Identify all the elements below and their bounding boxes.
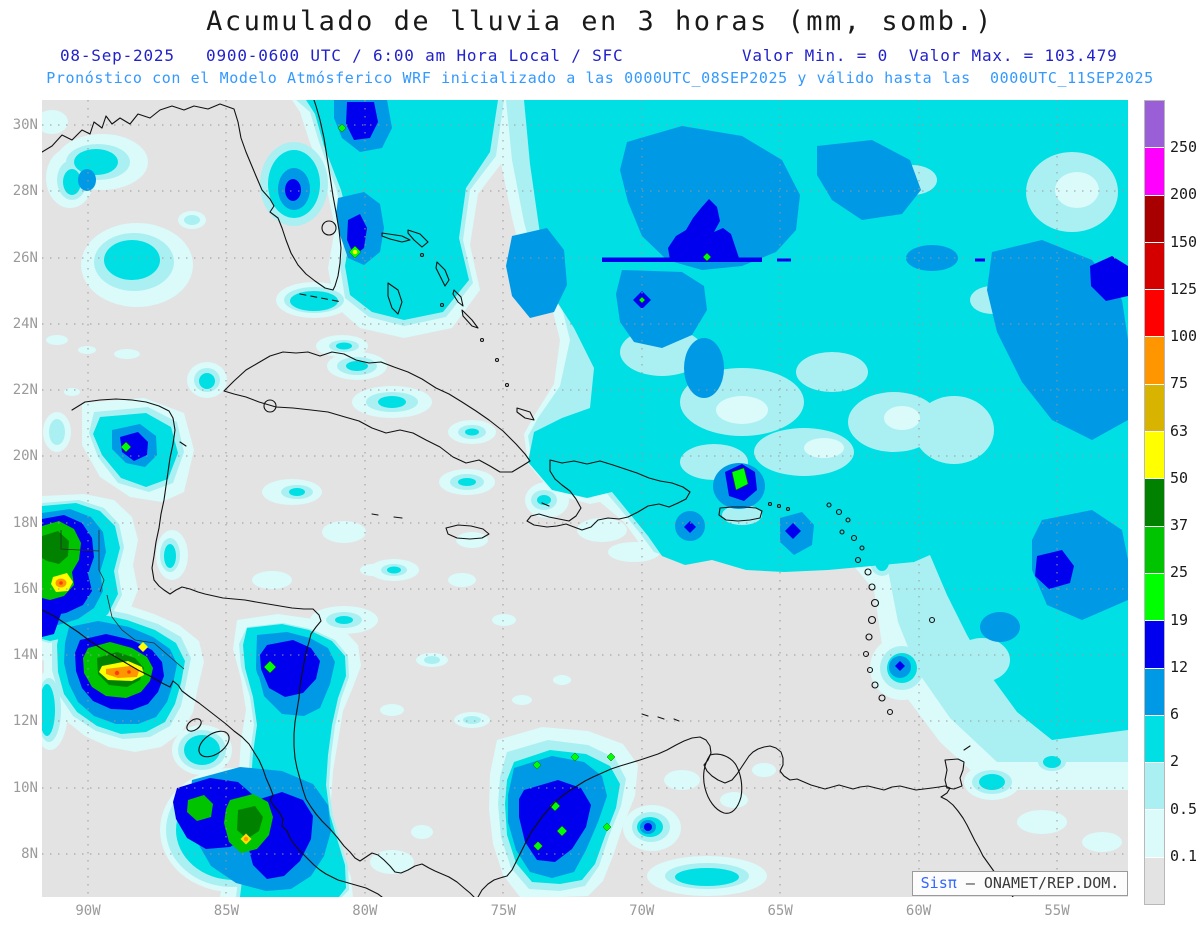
colorbar-segment: [1145, 621, 1164, 669]
lat-tick-label: 24N: [12, 315, 38, 332]
lon-tick-label: 75W: [490, 903, 516, 919]
rain-extreme-layer: [51, 573, 252, 845]
colorbar-tick-label: 63: [1170, 421, 1189, 440]
lat-tick-label: 20N: [12, 448, 38, 465]
colorbar-tick-label: 0.5: [1170, 799, 1198, 818]
lon-tick-label: 85W: [213, 903, 240, 919]
attribution-text: – ONAMET/REP.DOM.: [965, 874, 1120, 892]
colorbar-segment: [1145, 101, 1164, 149]
minmax-text: Valor Min. = 0 Valor Max. = 103.479: [742, 46, 1118, 65]
rain-max-marker-cores: [352, 249, 358, 255]
colorbar-segment: [1145, 763, 1164, 811]
rain-max-markers: [120, 123, 749, 851]
colorbar-tick-label: 37: [1170, 516, 1189, 535]
rain-trace-inner-patches: [716, 172, 1099, 458]
lon-tick-label: 60W: [905, 903, 932, 919]
lon-tick-label: 80W: [352, 903, 378, 919]
colorbar-segment: [1145, 195, 1164, 243]
colorbar-segment: [1145, 242, 1164, 291]
colorbar-segment: [1145, 290, 1164, 338]
attribution-org: ONAMET/REP.DOM.: [983, 874, 1120, 892]
colorbar-tick-label: 75: [1170, 374, 1189, 393]
lat-tick-label: 10N: [12, 779, 38, 796]
model-info-text: Pronóstico con el Modelo Atmósferico WRF…: [46, 69, 1154, 87]
attribution-brand: Sisπ: [920, 874, 957, 892]
border-layer: [60, 530, 185, 670]
grid-layer: [42, 100, 1128, 897]
colorbar-tick-label: 200: [1170, 185, 1198, 204]
valid-time-text: 08-Sep-2025 0900-0600 UTC / 6:00 am Hora…: [60, 46, 624, 65]
colorbar-tick-label: 150: [1170, 232, 1198, 251]
lat-tick-label: 26N: [12, 249, 38, 266]
lon-tick-label: 65W: [767, 903, 793, 919]
colorbar-tick-label: 125: [1170, 279, 1198, 298]
colorbar-segment: [1145, 573, 1164, 622]
lat-tick-label: 12N: [12, 713, 38, 730]
boundary-26n-artifact: [602, 199, 985, 262]
attribution-separator: [957, 874, 966, 892]
colorbar-tick-label: 25: [1170, 563, 1189, 582]
colorbar-tick-label: 100: [1170, 327, 1198, 346]
colorbar-tick-label: 2: [1170, 752, 1180, 771]
lat-tick-label: 8N: [21, 845, 38, 862]
colorbar-segment: [1145, 479, 1164, 527]
colorbar-segment: [1145, 668, 1164, 716]
colorbar-tick-label: 19: [1170, 610, 1189, 629]
lat-tick-label: 28N: [12, 183, 38, 200]
lon-tick-label: 70W: [629, 903, 655, 919]
colorbar-segment: [1145, 148, 1164, 196]
colorbar-segment: [1145, 526, 1164, 574]
lat-tick-label: 14N: [12, 647, 38, 664]
lat-tick-label: 18N: [12, 514, 38, 531]
attribution-box: Sisπ – ONAMET/REP.DOM.: [912, 871, 1128, 896]
page-title: Acumulado de lluvia en 3 horas (mm, somb…: [206, 6, 994, 37]
lon-tick-label: 90W: [75, 903, 101, 919]
colorbar-segment: [1145, 337, 1164, 385]
coastline-layer: [41, 99, 1014, 898]
colorbar-segment: [1145, 857, 1164, 905]
colorbar-segment: [1145, 384, 1164, 433]
map-canvas: [32, 99, 1128, 898]
colorbar-segment: [1145, 432, 1164, 480]
lat-tick-label: 16N: [12, 580, 38, 597]
colorbar-tick-label: 12: [1170, 657, 1189, 676]
colorbar-tick-label: 50: [1170, 468, 1189, 487]
colorbar: [1144, 100, 1165, 905]
lat-tick-label: 22N: [12, 382, 38, 399]
colorbar-tick-label: 6: [1170, 705, 1180, 724]
map-plot: [32, 99, 1128, 898]
colorbar-tick-label: 250: [1170, 138, 1198, 157]
colorbar-segment: [1145, 810, 1164, 858]
colorbar-segment: [1145, 715, 1164, 764]
lon-tick-label: 55W: [1044, 903, 1070, 919]
lat-tick-label: 30N: [12, 117, 38, 133]
colorbar-tick-label: 0.1: [1170, 846, 1198, 865]
